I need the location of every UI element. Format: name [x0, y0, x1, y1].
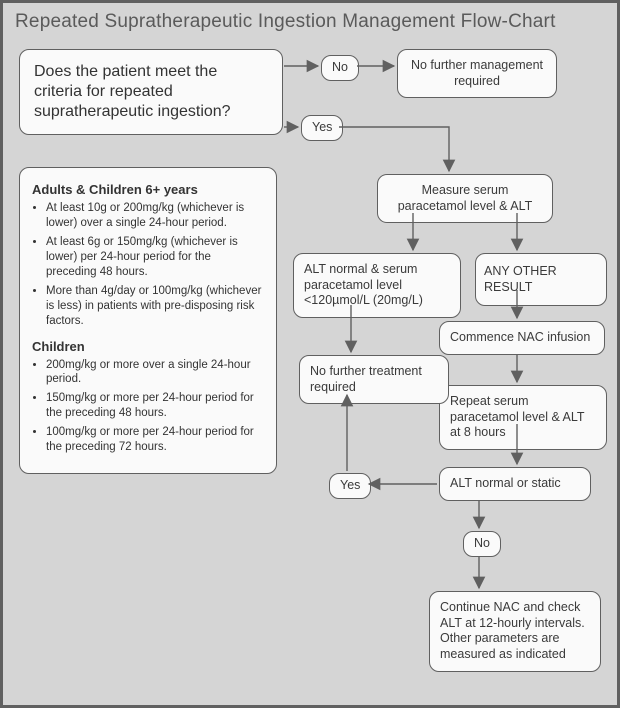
- chart-title: Repeated Supratherapeutic Ingestion Mana…: [15, 11, 556, 33]
- flowchart-frame: Repeated Supratherapeutic Ingestion Mana…: [0, 0, 620, 708]
- criteria-children-header: Children: [32, 339, 264, 354]
- node-commence: Commence NAC infusion: [439, 321, 605, 355]
- criteria-children-item: 150mg/kg or more per 24-hour period for …: [46, 391, 264, 421]
- branch-no-down: No: [463, 531, 501, 557]
- node-no-treatment: No further treatment required: [299, 355, 449, 404]
- node-measure: Measure serum paracetamol level & ALT: [377, 174, 553, 223]
- criteria-children-list: 200mg/kg or more over a single 24-hour p…: [46, 358, 264, 456]
- branch-yes: Yes: [301, 115, 343, 141]
- node-alt-static: ALT normal or static: [439, 467, 591, 501]
- node-alt-normal-low: ALT normal & serum paracetamol level <12…: [293, 253, 461, 318]
- node-no-mgmt: No further management required: [397, 49, 557, 98]
- criteria-adults-list: At least 10g or 200mg/kg (whichever is l…: [46, 201, 264, 329]
- criteria-adults-item: At least 10g or 200mg/kg (whichever is l…: [46, 201, 264, 231]
- node-continue: Continue NAC and check ALT at 12-hourly …: [429, 591, 601, 672]
- decision-question: Does the patient meet the criteria for r…: [19, 49, 283, 135]
- criteria-panel: Adults & Children 6+ years At least 10g …: [19, 167, 277, 474]
- criteria-children-item: 100mg/kg or more per 24-hour period for …: [46, 425, 264, 455]
- criteria-adults-item: At least 6g or 150mg/kg (whichever is lo…: [46, 235, 264, 280]
- criteria-adults-item: More than 4g/day or 100mg/kg (whichever …: [46, 284, 264, 329]
- criteria-children-item: 200mg/kg or more over a single 24-hour p…: [46, 358, 264, 388]
- node-repeat8: Repeat serum paracetamol level & ALT at …: [439, 385, 607, 450]
- branch-no: No: [321, 55, 359, 81]
- branch-yes-loop: Yes: [329, 473, 371, 499]
- criteria-adults-header: Adults & Children 6+ years: [32, 182, 264, 197]
- node-any-other: ANY OTHER RESULT: [475, 253, 607, 306]
